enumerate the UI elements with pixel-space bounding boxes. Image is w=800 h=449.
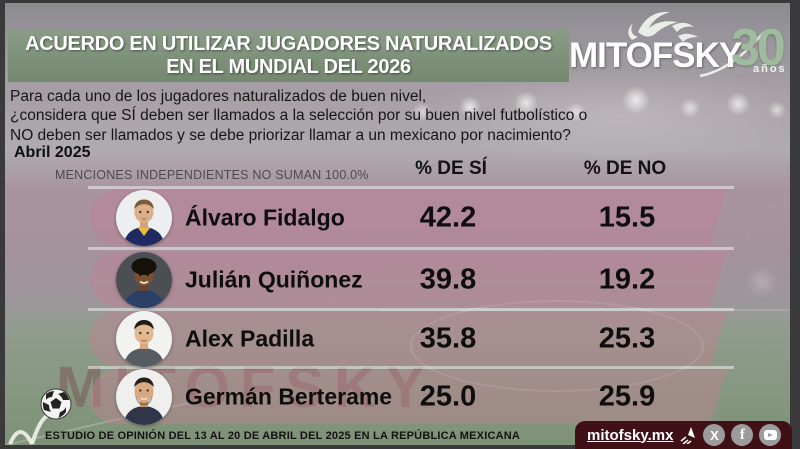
question-line-2: ¿considera que SÍ deben ser llamados a l… [10, 107, 588, 125]
value-si: 39.8 [419, 263, 477, 295]
value-no: 15.5 [598, 201, 656, 234]
row-slant-edge [710, 312, 727, 366]
survey-question: Para cada uno de los jugadores naturaliz… [10, 87, 587, 145]
facebook-glyph: f [739, 426, 745, 443]
table-row-alex-padilla: Alex Padilla 35.8 25.3 [90, 311, 727, 367]
avatar-german-berterame [116, 369, 172, 425]
row-slant-edge [710, 252, 727, 307]
anniversary-label: años [753, 63, 787, 75]
player-name: Álvaro Fidalgo [185, 204, 345, 231]
x-glyph: X [710, 427, 719, 443]
frame-edge-left [0, 0, 5, 449]
value-si: 42.2 [419, 201, 477, 234]
site-bar: mitofsky.mx X f [575, 421, 792, 449]
cursor-click-icon [680, 427, 696, 444]
row-divider [88, 186, 734, 189]
youtube-icon[interactable] [759, 424, 782, 446]
value-no: 25.9 [598, 380, 656, 413]
table-row-alvaro-fidalgo: Álvaro Fidalgo 42.2 15.5 [90, 190, 727, 246]
frame-edge-right [790, 0, 800, 449]
survey-period: Abril 2025 [14, 144, 91, 161]
youtube-play-shape [763, 430, 777, 440]
title-line-1: ACUERDO EN UTILIZAR JUGADORES NATURALIZA… [25, 33, 552, 55]
row-divider [88, 366, 734, 369]
player-name: Julián Quiñonez [185, 266, 363, 292]
table-note: MENCIONES INDEPENDIENTES NO SUMAN 100.0% [55, 168, 369, 182]
avatar-julian-quinonez [116, 251, 172, 308]
table-row-german-berterame: Germán Berterame 25.0 25.9 [90, 369, 727, 425]
table-row-julian-quinonez: Julián Quiñonez 39.8 19.2 [90, 251, 727, 308]
title-banner: ACUERDO EN UTILIZAR JUGADORES NATURALIZA… [8, 30, 569, 82]
title-line-2: EN EL MUNDIAL DEL 2026 [166, 56, 411, 78]
value-si: 35.8 [419, 322, 477, 355]
value-no: 25.3 [598, 322, 656, 355]
facebook-icon[interactable]: f [731, 424, 754, 446]
player-name: Alex Padilla [185, 325, 315, 352]
value-si: 25.0 [419, 380, 477, 413]
row-divider [88, 308, 734, 311]
study-footnote: ESTUDIO DE OPINIÓN DEL 13 AL 20 DE ABRIL… [45, 430, 521, 442]
column-header-no: % DE NO [583, 158, 667, 179]
avatar-alex-padilla [116, 311, 172, 367]
player-name: Germán Berterame [185, 383, 393, 410]
column-header-si: % DE SÍ [415, 158, 487, 179]
row-slant-edge [710, 370, 727, 424]
row-slant-edge [710, 190, 727, 246]
value-no: 19.2 [598, 263, 656, 295]
row-divider [88, 247, 734, 250]
frame-edge-top [0, 0, 800, 3]
site-link[interactable]: mitofsky.mx [587, 426, 674, 444]
question-line-1: Para cada uno de los jugadores naturaliz… [10, 88, 427, 105]
avatar-alvaro-fidalgo [116, 190, 172, 246]
x-social-icon[interactable]: X [703, 424, 726, 446]
question-line-3: NO deben ser llamados y se debe prioriza… [10, 126, 571, 144]
